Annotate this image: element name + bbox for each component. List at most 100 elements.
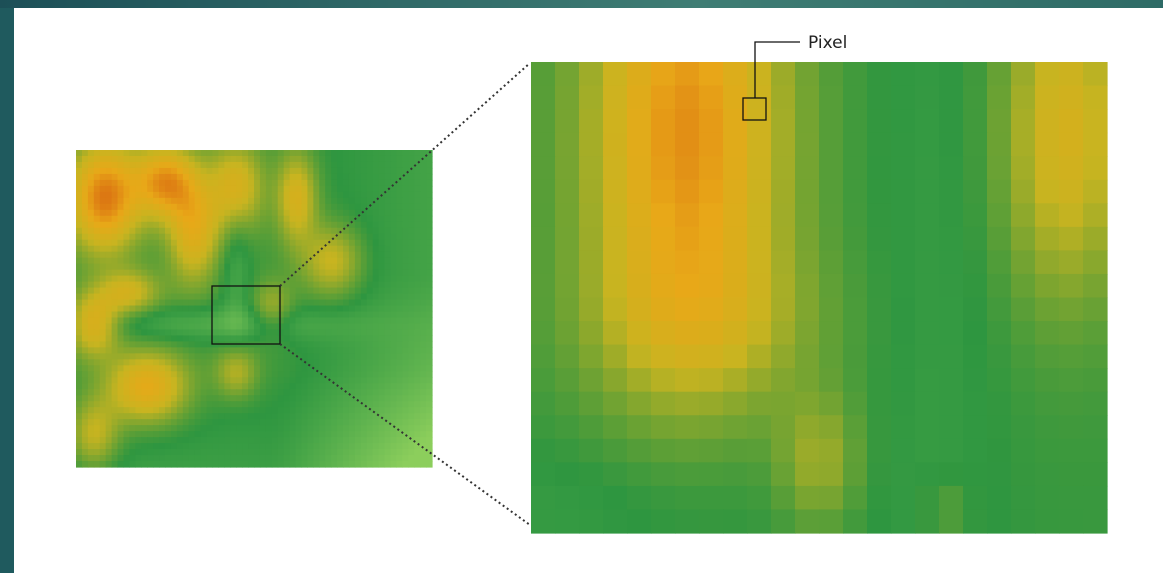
- terrain-cell: [390, 179, 397, 187]
- terrain-cell: [123, 281, 130, 289]
- terrain-cell: [390, 317, 397, 325]
- terrain-cell: [194, 323, 202, 331]
- terrain-cell: [384, 155, 392, 163]
- terrain-cell: [414, 185, 421, 193]
- terrain-cell: [354, 281, 362, 289]
- terrain-cell: [891, 62, 916, 87]
- terrain-cell: [206, 419, 214, 426]
- terrain-cell: [313, 155, 320, 163]
- terrain-cell: [277, 179, 285, 187]
- terrain-cell: [135, 383, 142, 390]
- terrain-cell: [313, 299, 320, 307]
- terrain-cell: [224, 299, 231, 307]
- terrain-cell: [337, 281, 344, 289]
- terrain-cell: [295, 299, 303, 307]
- terrain-cell: [963, 462, 988, 487]
- terrain-cell: [259, 437, 267, 444]
- terrain-cell: [378, 221, 386, 229]
- terrain-cell: [123, 401, 130, 408]
- terrain-cell: [295, 275, 303, 283]
- terrain-cell: [426, 359, 433, 366]
- terrain-cell: [603, 85, 628, 110]
- terrain-cell: [651, 485, 676, 511]
- terrain-cell: [283, 215, 291, 223]
- terrain-cell: [254, 287, 261, 295]
- terrain-cell: [307, 413, 314, 420]
- terrain-cell: [248, 185, 255, 193]
- terrain-cell: [402, 419, 409, 426]
- terrain-cell: [354, 287, 362, 295]
- terrain-cell: [129, 461, 136, 468]
- terrain-cell: [420, 401, 427, 408]
- terrain-cell: [99, 257, 107, 265]
- terrain-cell: [531, 132, 556, 157]
- terrain-cell: [402, 425, 409, 432]
- terrain-cell: [343, 371, 350, 378]
- terrain-cell: [1059, 226, 1084, 251]
- terrain-cell: [141, 305, 148, 313]
- terrain-cell: [372, 395, 380, 402]
- terrain-cell: [325, 251, 332, 259]
- terrain-cell: [295, 197, 303, 205]
- terrain-cell: [165, 287, 172, 295]
- terrain-cell: [188, 215, 196, 223]
- terrain-cell: [348, 221, 356, 229]
- terrain-cell: [414, 209, 421, 217]
- terrain-cell: [420, 443, 427, 450]
- terrain-cell: [295, 347, 303, 354]
- terrain-cell: [153, 425, 160, 432]
- terrain-cell: [99, 245, 107, 253]
- terrain-cell: [87, 347, 95, 354]
- terrain-cell: [165, 215, 172, 223]
- terrain-cell: [277, 269, 285, 277]
- terrain-cell: [76, 407, 83, 414]
- terrain-cell: [307, 383, 314, 390]
- terrain-cell: [242, 323, 249, 331]
- terrain-cell: [182, 191, 190, 199]
- terrain-cell: [81, 251, 89, 259]
- terrain-cell: [176, 287, 184, 295]
- terrain-cell: [248, 167, 255, 175]
- terrain-cell: [579, 132, 604, 157]
- terrain-cell: [372, 173, 380, 181]
- terrain-cell: [426, 425, 433, 432]
- terrain-cell: [153, 461, 160, 468]
- terrain-cell: [531, 462, 556, 487]
- terrain-cell: [236, 257, 243, 265]
- terrain-cell: [135, 251, 142, 259]
- terrain-cell: [307, 335, 314, 342]
- terrain-cell: [135, 431, 142, 438]
- terrain-cell: [384, 389, 392, 396]
- terrain-cell: [159, 425, 166, 432]
- terrain-cell: [265, 251, 273, 259]
- terrain-cell: [147, 371, 154, 378]
- terrain-cell: [337, 425, 344, 432]
- terrain-cell: [307, 257, 314, 265]
- terrain-cell: [248, 227, 255, 235]
- terrain-cell: [372, 269, 380, 277]
- terrain-cell: [396, 239, 403, 247]
- terrain-cell: [254, 281, 261, 289]
- terrain-cell: [1011, 109, 1036, 134]
- terrain-cell: [188, 341, 196, 348]
- terrain-cell: [360, 461, 368, 468]
- terrain-cell: [224, 215, 231, 223]
- terrain-cell: [206, 155, 214, 163]
- terrain-cell: [265, 269, 273, 277]
- terrain-cell: [236, 191, 243, 199]
- terrain-cell: [325, 413, 332, 420]
- terrain-cell: [212, 371, 219, 378]
- terrain-cell: [159, 233, 166, 241]
- terrain-cell: [242, 413, 249, 420]
- terrain-cell: [265, 431, 273, 438]
- terrain-cell: [343, 281, 350, 289]
- terrain-cell: [194, 341, 202, 348]
- terrain-cell: [313, 209, 320, 217]
- terrain-cell: [117, 461, 125, 468]
- terrain-cell: [105, 329, 113, 337]
- terrain-cell: [141, 395, 148, 402]
- terrain-cell: [242, 281, 249, 289]
- terrain-cell: [182, 311, 190, 319]
- terrain-cell: [123, 443, 130, 450]
- terrain-cell: [301, 150, 308, 157]
